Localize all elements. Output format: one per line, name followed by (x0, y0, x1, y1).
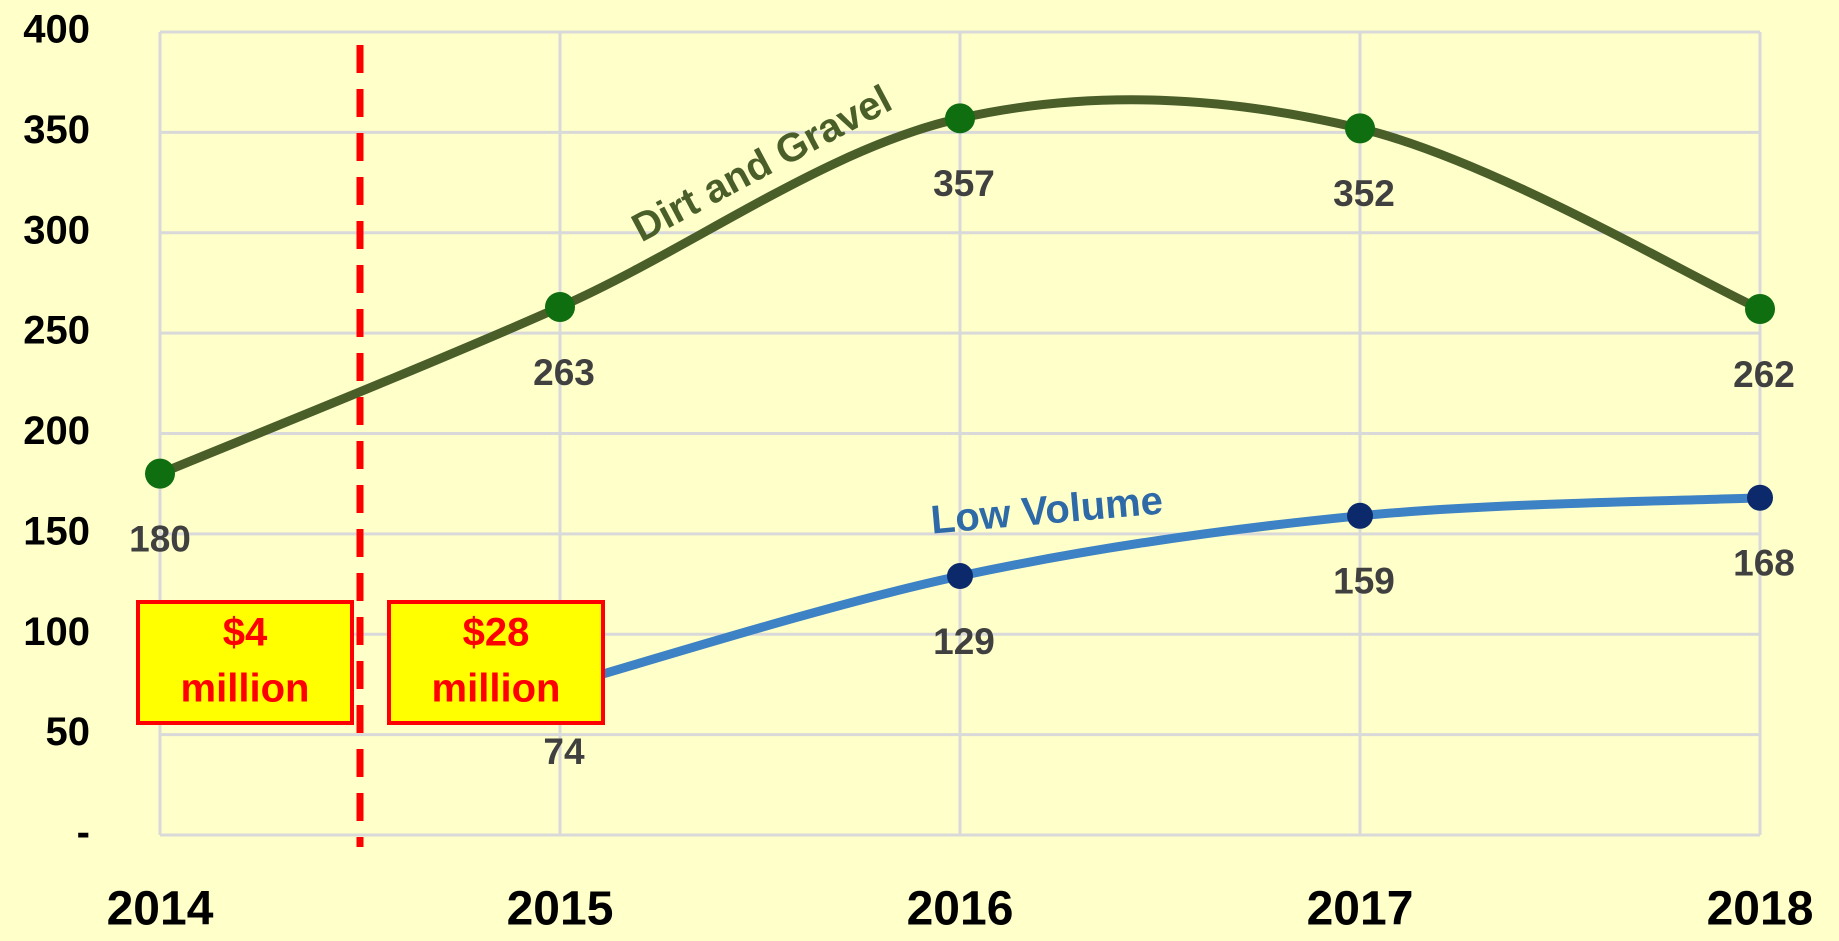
x-tick-label: 2018 (1707, 883, 1814, 936)
y-tick-label: 300 (23, 208, 90, 252)
y-tick-label: 150 (23, 509, 90, 553)
annotation-text: million (432, 667, 561, 711)
data-label: 263 (533, 352, 595, 393)
annotation-text: $4 (223, 611, 268, 655)
marker (947, 563, 973, 590)
annotation-box (136, 600, 354, 725)
x-tick-label: 2017 (1307, 883, 1414, 936)
data-label: 129 (933, 621, 995, 662)
marker (945, 103, 975, 134)
data-label: 262 (1733, 354, 1795, 395)
series-line (558, 493, 1761, 691)
marker (1345, 113, 1375, 144)
x-tick-label: 2016 (907, 883, 1014, 936)
y-tick-label: 250 (23, 309, 90, 353)
data-label: 168 (1733, 543, 1795, 584)
marker (145, 458, 175, 489)
data-label: 180 (129, 518, 191, 559)
x-tick-label: 2014 (107, 883, 214, 936)
annotation-text: million (181, 667, 310, 711)
data-label: 159 (1333, 561, 1395, 602)
y-tick-label: 50 (46, 710, 91, 754)
marker (545, 292, 575, 323)
y-tick-label: 200 (23, 409, 90, 453)
y-tick-label: - (77, 811, 90, 855)
marker (1347, 502, 1373, 529)
data-label: 357 (933, 163, 995, 204)
marker (1747, 484, 1773, 511)
data-label: 352 (1333, 173, 1395, 214)
annotation-box (387, 600, 605, 725)
y-tick-label: 400 (23, 8, 90, 52)
y-tick-label: 100 (23, 610, 90, 654)
marker (1745, 294, 1775, 325)
y-tick-label: 350 (23, 108, 90, 152)
annotation-text: $28 (463, 611, 530, 655)
data-label: 74 (543, 731, 585, 772)
x-tick-label: 2015 (507, 883, 614, 936)
